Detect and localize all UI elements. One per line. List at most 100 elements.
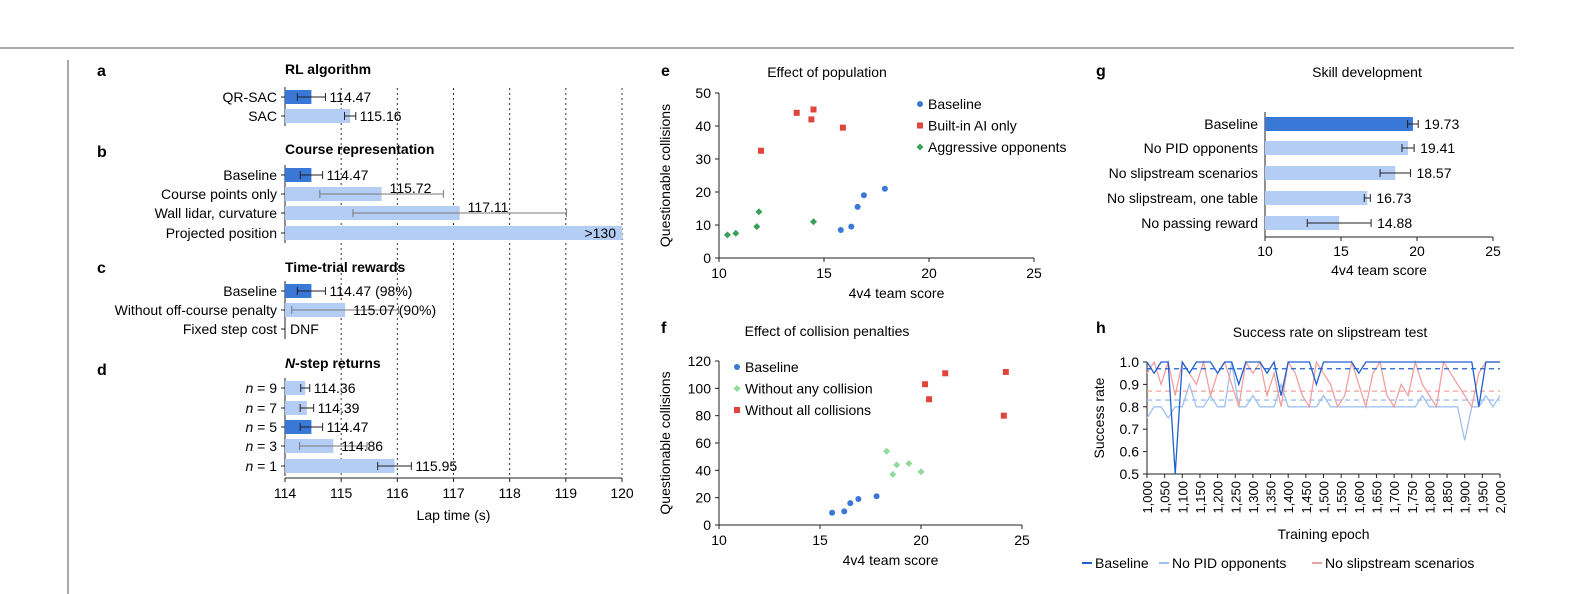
category-label: Fixed step cost <box>183 321 277 337</box>
marker-circle <box>847 500 854 507</box>
y-tick-label: 20 <box>695 490 711 506</box>
legend-label: Baseline <box>745 359 799 375</box>
x-tick-label: 1,600 <box>1352 481 1367 514</box>
panel-letter-a: a <box>97 63 106 80</box>
legend-label: Aggressive opponents <box>928 139 1067 155</box>
y-axis-label: Questionable collisions <box>657 371 673 514</box>
category-label: n = 1 <box>245 458 277 474</box>
marker-diamond <box>732 229 740 237</box>
y-axis-label: Questionable collisions <box>657 104 673 247</box>
bar <box>285 420 312 434</box>
legend-label: Baseline <box>928 96 982 112</box>
marker-circle <box>860 192 867 199</box>
bar <box>285 401 307 415</box>
marker-circle <box>873 493 880 500</box>
y-tick-label: 120 <box>688 353 712 369</box>
x-axis-label: 4v4 team score <box>843 552 939 568</box>
marker-circle <box>854 203 861 210</box>
marker-circle <box>881 185 888 192</box>
bar-value-label: 18.57 <box>1416 165 1451 181</box>
lap-x-tick-label: 120 <box>610 485 634 501</box>
panel-f-scatter: Effect of collision penalties 10 15 20 25 0 20… <box>657 323 1030 568</box>
x-tick-label: 1,800 <box>1422 481 1437 514</box>
bar <box>1265 141 1409 155</box>
panel-letter-h: h <box>1096 320 1106 337</box>
x-axis-label: Training epoch <box>1277 526 1369 542</box>
marker-square <box>1002 368 1009 375</box>
x-axis-label: 4v4 team score <box>849 285 945 301</box>
marker-circle <box>837 226 844 233</box>
category-italic: n <box>245 380 253 396</box>
bar <box>1265 166 1396 180</box>
marker-diamond <box>893 461 901 469</box>
marker-diamond <box>753 223 761 231</box>
x-tick-label: 1,150 <box>1193 481 1208 514</box>
legend-label: No slipstream scenarios <box>1325 555 1474 571</box>
marker-square <box>734 407 740 413</box>
x-tick-label: 15 <box>812 532 828 548</box>
bar-value-label: 114.86 <box>341 438 383 454</box>
x-tick-label: 15 <box>1333 243 1349 259</box>
series-line <box>1146 361 1501 441</box>
y-tick-label: 10 <box>695 217 711 233</box>
legend-label: Built-in AI only <box>928 118 1017 134</box>
bar <box>285 109 351 123</box>
chart-title: Effect of collision penalties <box>745 323 910 339</box>
marker-diamond <box>916 143 924 151</box>
bar-value-label: 114.39 <box>318 400 360 416</box>
series-line <box>1146 359 1500 475</box>
chart-title: Skill development <box>1312 64 1422 80</box>
bar-value-label: >130 <box>584 225 616 241</box>
bar <box>1265 216 1340 230</box>
panel-letter-f: f <box>661 320 667 337</box>
x-tick-label: 1,950 <box>1475 481 1490 514</box>
y-tick-label: 0.7 <box>1120 421 1140 437</box>
x-tick-label: 1,300 <box>1246 481 1261 514</box>
bar-value-label: 117.11 <box>468 199 509 215</box>
category-italic: n <box>245 400 253 416</box>
category-rest: = 1 <box>253 458 277 474</box>
marker-circle <box>841 508 848 515</box>
panel-letter-e: e <box>661 63 670 80</box>
marker-circle <box>734 364 740 370</box>
y-tick-label: 30 <box>695 151 711 167</box>
category-label: n = 9 <box>245 380 277 396</box>
lap-x-tick-label: 115 <box>330 485 353 501</box>
lap-x-tick-label: 114 <box>274 485 297 501</box>
x-tick-label: 1,750 <box>1405 481 1420 514</box>
legend-label: No PID opponents <box>1172 555 1286 571</box>
y-tick-label: 80 <box>695 408 711 424</box>
x-tick-label: 2,000 <box>1493 481 1508 514</box>
panel-letter-g: g <box>1096 63 1106 80</box>
bar-value-label: 14.88 <box>1377 215 1412 231</box>
x-tick-label: 10 <box>711 265 727 281</box>
bar <box>1265 191 1368 205</box>
x-tick-label: 1,850 <box>1440 481 1455 514</box>
marker-diamond <box>755 208 763 216</box>
bar-value-label: 114.47 <box>327 167 369 183</box>
category-label: Baseline <box>1204 116 1258 132</box>
panel-letter-b: b <box>97 144 107 161</box>
y-tick-label: 50 <box>695 85 711 101</box>
chart-title: Success rate on slipstream test <box>1233 324 1428 340</box>
marker-square <box>926 396 933 403</box>
marker-diamond <box>733 385 741 392</box>
category-label: No PID opponents <box>1144 140 1258 156</box>
marker-square <box>917 122 923 129</box>
x-tick-label: 10 <box>711 532 727 548</box>
x-tick-label: 1,450 <box>1299 481 1314 514</box>
category-label: Course points only <box>161 186 277 202</box>
y-tick-label: 1.0 <box>1120 354 1140 370</box>
y-tick-label: 20 <box>695 184 711 200</box>
bar-value-label: 115.72 <box>390 180 432 196</box>
category-label: Wall lidar, curvature <box>155 205 278 221</box>
category-italic: n <box>245 419 253 435</box>
panel-title: RL algorithm <box>285 61 371 77</box>
y-tick-label: 40 <box>695 462 711 478</box>
category-italic: n <box>245 438 253 454</box>
lap-x-tick-label: 119 <box>555 485 578 501</box>
marker-diamond <box>883 447 891 455</box>
lap-x-axis-label: Lap time (s) <box>417 507 491 523</box>
x-tick-label: 25 <box>1485 243 1501 259</box>
bar-value-label: 114.47 <box>329 89 371 105</box>
